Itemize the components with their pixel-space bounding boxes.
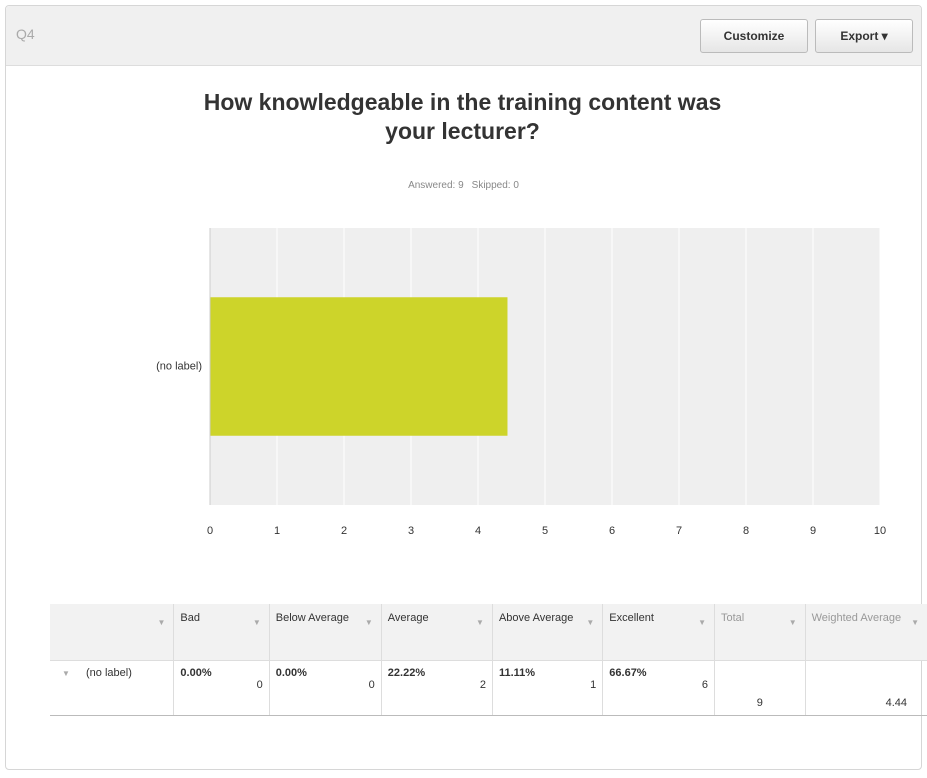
x-tick-label: 8 (743, 525, 749, 537)
row-label: (no label) (86, 667, 132, 679)
x-tick-label: 7 (676, 525, 682, 537)
customize-button[interactable]: Customize (700, 19, 808, 53)
header-cell: Above Average ▼ (491, 604, 603, 661)
x-tick-label: 2 (341, 525, 347, 537)
data-row: ▼ (no label) 0.00% 0 0.00% 0 22.22% 2 11.11% 1 66.… (50, 660, 927, 716)
weighted-cell: 4.44 (804, 660, 927, 716)
x-tick-label: 10 (874, 525, 886, 537)
x-tick-label: 3 (408, 525, 414, 537)
column-label: Total (720, 612, 745, 624)
count: 0 (368, 679, 375, 691)
column-label: Bad (180, 612, 200, 624)
chart-title: How knowledgeable in the training conten… (203, 89, 722, 144)
header-cell: Weighted Average ▼ (804, 604, 927, 661)
data-cell: 22.22% 2 (380, 660, 493, 716)
column-label: Excellent (609, 612, 654, 624)
header-cell: Bad ▼ (173, 604, 270, 661)
data-cell: 66.67% 6 (602, 660, 715, 716)
header-cell: Total ▼ (713, 604, 806, 661)
data-cell: 11.11% 1 (491, 660, 603, 716)
header-cell: Average ▼ (380, 604, 493, 661)
row-label-cell: ▼ (no label) (50, 660, 174, 716)
percent: 0.00% (275, 667, 307, 679)
count: 0 (256, 679, 263, 691)
y-tick-label: (no label) (156, 360, 202, 372)
total: 9 (756, 697, 763, 709)
header-cell: Excellent ▼ (602, 604, 715, 661)
percent: 22.22% (387, 667, 426, 679)
results-table: ▼ Bad ▼ Below Average ▼ Average ▼ Above Average… (50, 604, 927, 716)
bar (210, 297, 508, 436)
response-stats: Answered: 9 Skipped: 0 (0, 180, 927, 191)
x-tick-label: 1 (274, 525, 280, 537)
header-cell: Below Average ▼ (268, 604, 382, 661)
weighted-average: 4.44 (885, 697, 907, 709)
count: 2 (479, 679, 486, 691)
percent: 66.67% (609, 667, 647, 679)
x-tick-label: 9 (810, 525, 816, 537)
percent: 0.00% (180, 667, 212, 679)
panel-header: Q4 Customize Export ▾ (6, 6, 921, 66)
data-cell: 0.00% 0 (268, 660, 382, 716)
header-row: ▼ Bad ▼ Below Average ▼ Average ▼ Above Average… (50, 604, 927, 661)
total-cell: 9 (713, 660, 806, 716)
count: 1 (590, 679, 597, 691)
column-label: Average (387, 612, 429, 624)
skipped: Skipped: 0 (471, 180, 519, 191)
column-label: Weighted Average (811, 612, 902, 624)
answered: Answered: 9 (408, 180, 464, 191)
export-button[interactable]: Export ▾ (815, 19, 913, 53)
percent: 11.11% (498, 667, 536, 679)
x-tick-label: 6 (609, 525, 615, 537)
header-cell: ▼ (50, 604, 174, 661)
x-tick-label: 4 (475, 525, 481, 537)
column-label: Below Average (275, 612, 349, 624)
count: 6 (701, 679, 708, 691)
question-number: Q4 (16, 26, 35, 42)
data-cell: 0.00% 0 (173, 660, 270, 716)
column-label: Above Average (498, 612, 574, 624)
x-tick-label: 0 (207, 525, 213, 537)
export-label: Export (840, 29, 879, 43)
x-tick-label: 5 (542, 525, 548, 537)
chart: 0 1 2 3 4 5 6 7 8 9 10 (no label) (156, 228, 886, 537)
